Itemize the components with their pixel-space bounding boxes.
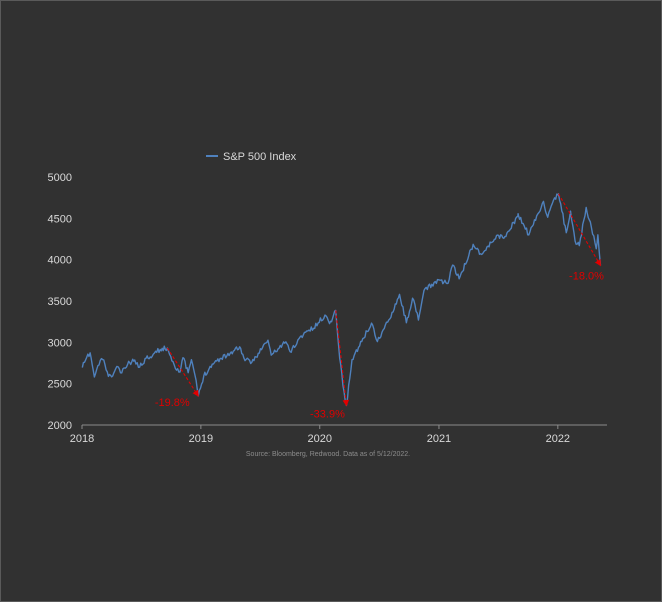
y-tick-label-3000: 3000 xyxy=(48,337,72,349)
series-layer xyxy=(81,193,602,407)
drawdown-label-1: -19.8% xyxy=(155,397,190,409)
x-tick-label-2021: 2021 xyxy=(427,433,451,445)
x-tick-label-2019: 2019 xyxy=(189,433,213,445)
y-tick-label-4500: 4500 xyxy=(48,213,72,225)
x-tick-label-2018: 2018 xyxy=(70,433,94,445)
y-tick-label-4000: 4000 xyxy=(48,255,72,267)
drawdown-label-3: -18.0% xyxy=(569,270,604,282)
y-tick-label-5000: 5000 xyxy=(48,172,72,184)
y-axis-ticks: 2000 2500 3000 3500 4000 4500 5000 xyxy=(48,172,72,432)
legend-label-sp500: S&P 500 Index xyxy=(223,151,297,163)
y-tick-label-2000: 2000 xyxy=(48,420,72,432)
drawdown-annotations: -19.8% -33.9% -18.0% xyxy=(155,193,604,420)
x-tick-label-2022: 2022 xyxy=(546,433,570,445)
series-line-sp500 xyxy=(81,193,602,407)
drawdown-arrow-3 xyxy=(557,193,602,267)
source-note: Source: Bloomberg, Redwood. Data as of 5… xyxy=(246,451,410,458)
x-axis-ticks: 2018 2019 2020 2021 2022 xyxy=(70,425,570,445)
drawdown-arrow-1 xyxy=(166,347,199,397)
y-tick-label-2500: 2500 xyxy=(48,379,72,391)
legend: S&P 500 Index xyxy=(206,151,297,163)
drawdown-label-2: -33.9% xyxy=(310,408,345,420)
drawdown-arrow-2 xyxy=(335,310,350,407)
x-tick-label-2020: 2020 xyxy=(308,433,332,445)
y-tick-label-3500: 3500 xyxy=(48,296,72,308)
